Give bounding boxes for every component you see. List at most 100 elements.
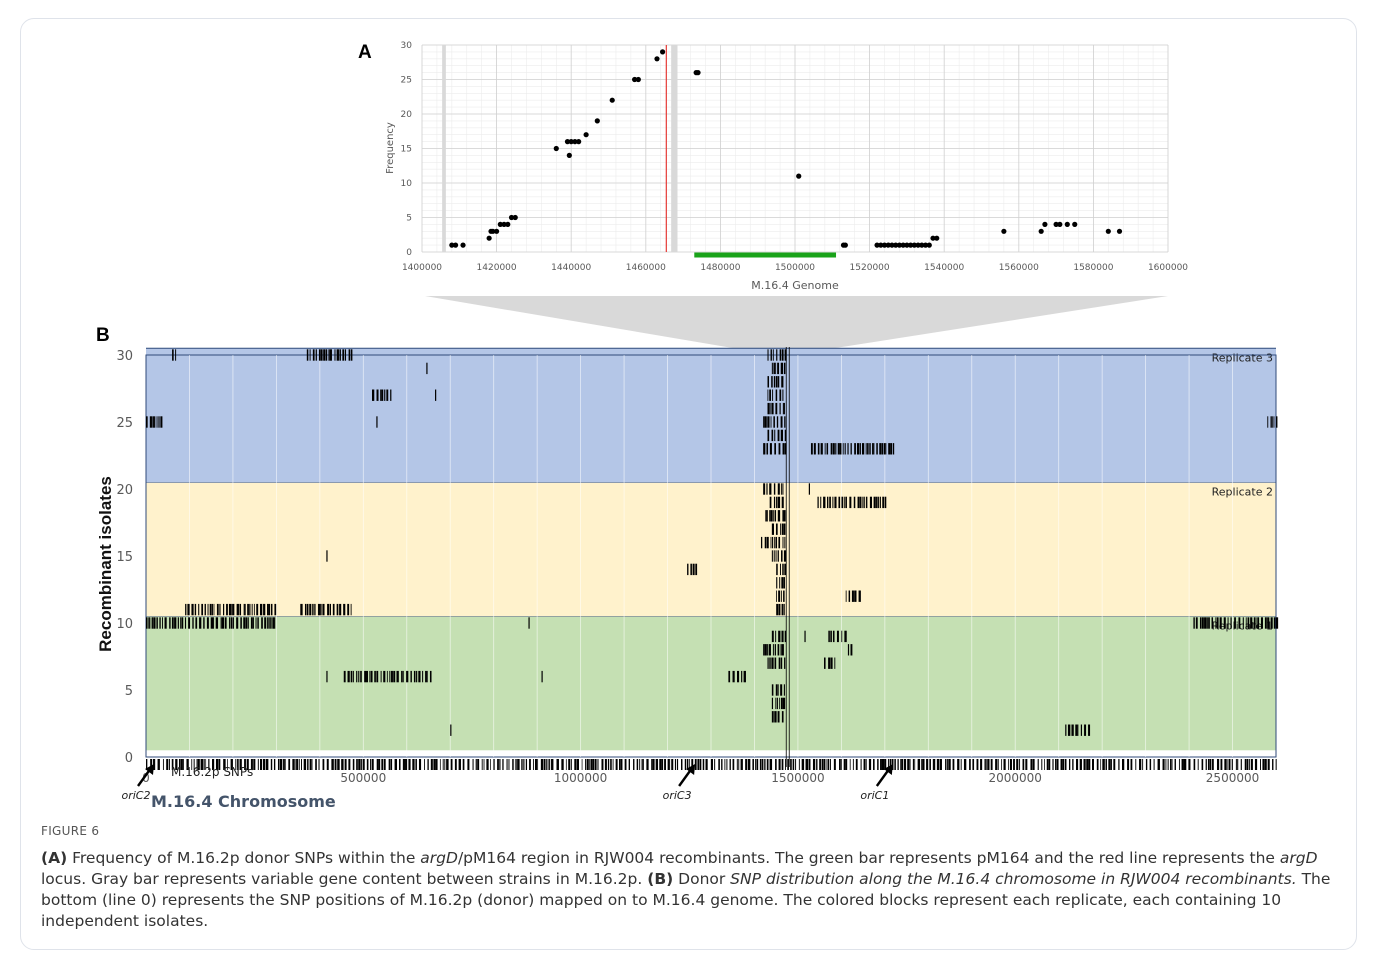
a-xtick-label: 1400000	[402, 263, 442, 273]
snp-tick	[376, 670, 379, 683]
donor-snp-tick	[227, 759, 228, 770]
snp-tick	[845, 496, 847, 509]
caption-a-part3: locus. Gray bar represents variable gene…	[41, 870, 648, 888]
snp-tick	[429, 670, 432, 683]
donor-snp-tick	[246, 759, 249, 770]
snp-tick	[769, 496, 772, 509]
data-point	[1001, 228, 1007, 234]
snp-tick	[782, 483, 784, 495]
snp-tick	[813, 443, 816, 455]
snp-tick	[350, 349, 353, 361]
donor-snp-tick	[1153, 759, 1155, 770]
snp-tick	[771, 697, 774, 710]
snp-tick	[342, 349, 345, 361]
donor-snp-tick	[311, 759, 313, 770]
snp-tick	[406, 670, 409, 683]
donor-snp-tick	[292, 759, 295, 770]
snp-tick	[336, 603, 339, 616]
snp-tick	[426, 362, 428, 375]
donor-snp-tick	[1100, 759, 1102, 770]
donor-snp-tick	[521, 759, 523, 770]
donor-snp-tick	[549, 759, 551, 770]
snp-tick	[418, 670, 421, 683]
snp-tick	[778, 590, 781, 602]
donor-snp-tick	[901, 759, 904, 770]
data-point	[1064, 221, 1070, 227]
snp-tick	[1273, 617, 1276, 629]
donor-snp-tick	[726, 759, 728, 770]
snp-segment	[306, 349, 353, 361]
donor-snp-tick	[402, 759, 405, 770]
snp-tick	[737, 670, 740, 683]
snp-tick	[838, 496, 841, 509]
donor-snp-tick	[1139, 759, 1142, 770]
snp-tick	[781, 603, 783, 616]
donor-snp-tick	[664, 759, 666, 770]
snp-tick	[149, 416, 152, 428]
data-point	[594, 118, 600, 124]
snp-segment	[760, 536, 786, 549]
donor-snp-tick	[427, 759, 429, 770]
snp-tick	[1273, 416, 1275, 428]
snp-tick	[728, 670, 731, 683]
donor-snp-tick	[483, 759, 485, 770]
data-point	[796, 173, 802, 179]
b-ytick-label: 10	[116, 617, 133, 632]
donor-snp-tick	[670, 759, 672, 770]
donor-snp-tick	[597, 759, 599, 770]
snp-tick	[1264, 617, 1267, 629]
snp-tick	[827, 496, 829, 509]
donor-snp-tick	[1055, 759, 1057, 770]
snp-tick	[881, 443, 884, 455]
snp-tick	[245, 617, 248, 629]
snp-segment	[767, 349, 787, 361]
snp-tick	[396, 670, 399, 683]
donor-snp-tick	[537, 759, 539, 770]
donor-snp-tick	[1174, 759, 1176, 770]
b-xtick-label: 1500000	[771, 771, 824, 785]
donor-snp-tick	[592, 759, 595, 770]
donor-snp-tick	[1062, 759, 1065, 770]
snp-tick	[781, 711, 784, 723]
donor-snp-tick	[710, 759, 713, 770]
data-point	[874, 242, 880, 248]
data-point	[1116, 228, 1123, 234]
snp-tick	[156, 416, 158, 428]
snp-tick	[767, 429, 770, 442]
snp-segment	[1267, 416, 1278, 428]
donor-snp-tick	[162, 759, 164, 770]
donor-snp-tick	[499, 759, 501, 770]
snp-tick	[268, 603, 270, 616]
b-ytick-label: 5	[125, 684, 133, 699]
snp-tick	[779, 577, 781, 589]
snp-segment	[300, 603, 352, 616]
snp-tick	[402, 670, 404, 683]
snp-tick	[169, 617, 171, 629]
a-xtick-label: 1420000	[477, 263, 517, 273]
snp-tick	[771, 550, 773, 562]
snp-tick	[773, 550, 775, 562]
snp-tick	[326, 670, 328, 683]
donor-snp-tick	[1248, 759, 1250, 770]
snp-tick	[775, 550, 777, 562]
snp-tick	[251, 603, 253, 616]
snp-tick	[247, 617, 249, 629]
snp-tick	[247, 603, 249, 616]
snp-tick	[356, 670, 358, 683]
donor-snp-tick	[1044, 759, 1045, 770]
snp-tick	[1071, 724, 1074, 736]
snp-segment	[435, 389, 437, 401]
donor-snp-tick	[412, 759, 415, 770]
snp-tick	[174, 617, 177, 629]
a-ytick-label: 30	[401, 41, 413, 51]
donor-snp-tick	[688, 759, 690, 770]
donor-snp-tick	[517, 759, 520, 770]
donor-snp-tick	[277, 759, 280, 770]
snp-segment	[528, 617, 530, 629]
data-point	[878, 242, 884, 248]
snp-tick	[817, 496, 819, 509]
snp-tick	[1206, 617, 1208, 629]
donor-snp-tick	[674, 759, 677, 770]
snp-tick	[830, 657, 833, 669]
snp-tick	[777, 510, 781, 522]
